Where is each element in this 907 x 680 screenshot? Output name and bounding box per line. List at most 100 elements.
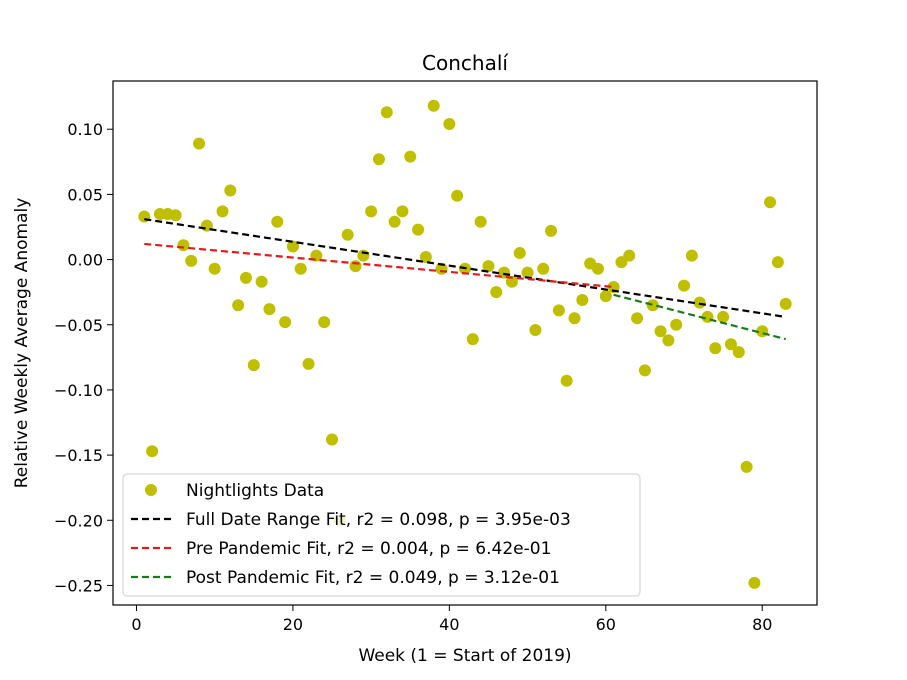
data-point <box>396 205 409 218</box>
full-fit-line <box>144 218 786 319</box>
data-point <box>224 184 237 197</box>
data-point <box>779 297 792 310</box>
data-point <box>748 576 761 589</box>
data-point <box>537 262 550 275</box>
data-point <box>349 260 362 273</box>
data-point <box>169 209 182 222</box>
x-axis-label: Week (1 = Start of 2019) <box>358 646 571 666</box>
y-tick-label: −0.05 <box>54 316 103 335</box>
data-point <box>521 266 534 279</box>
data-point <box>232 299 245 312</box>
data-point <box>724 338 737 351</box>
data-point <box>576 293 589 306</box>
y-tick-label: 0.10 <box>67 120 103 139</box>
data-point <box>466 333 479 346</box>
data-point <box>678 279 691 292</box>
data-point <box>177 239 190 252</box>
data-point <box>341 228 354 241</box>
data-point <box>646 299 659 312</box>
data-point <box>607 280 620 293</box>
data-point <box>294 262 307 275</box>
data-point <box>279 316 292 329</box>
y-tick-label: −0.20 <box>54 511 103 530</box>
data-point <box>490 286 503 299</box>
data-point <box>427 99 440 112</box>
data-point <box>443 118 456 131</box>
legend-marker <box>145 484 157 496</box>
data-point <box>670 318 683 331</box>
data-point <box>505 275 518 288</box>
pre-pandemic-fit-line <box>144 242 614 289</box>
data-point <box>529 323 542 336</box>
legend-box <box>122 473 641 597</box>
data-point <box>451 189 464 202</box>
y-tick-label: 0.05 <box>67 185 103 204</box>
x-tick-label: 20 <box>283 615 303 634</box>
y-tick-label: −0.25 <box>54 576 103 595</box>
data-point <box>545 224 558 237</box>
plot-frame <box>112 80 818 606</box>
legend-entry-label: Full Date Range Fit, r2 = 0.098, p = 3.9… <box>186 510 571 530</box>
data-point <box>412 223 425 236</box>
x-tick-label: 60 <box>596 615 616 634</box>
data-point <box>404 150 417 163</box>
y-axis-label: Relative Weekly Average Anomaly <box>12 198 32 489</box>
data-point <box>193 137 206 150</box>
data-point <box>372 153 385 166</box>
legend-entry-label: Nightlights Data <box>186 481 324 501</box>
y-tick-label: −0.15 <box>54 446 103 465</box>
data-point <box>693 296 706 309</box>
data-point <box>380 106 393 119</box>
data-point <box>623 249 636 262</box>
data-point <box>717 310 730 323</box>
y-axis: 0.10 0.05 0.00 −0.05 −0.10 −0.15 −0.20 −0.25 <box>54 120 113 595</box>
data-point <box>263 303 276 316</box>
data-point <box>764 196 777 209</box>
data-point <box>474 215 487 228</box>
data-point <box>271 215 284 228</box>
post-pandemic-fit-line <box>613 293 786 341</box>
data-point <box>482 260 495 273</box>
plot-area <box>138 99 792 589</box>
data-point <box>302 357 315 370</box>
data-point <box>255 275 268 288</box>
data-point <box>685 249 698 262</box>
data-point <box>513 247 526 260</box>
data-point <box>318 316 331 329</box>
y-tick-label: −0.10 <box>54 381 103 400</box>
data-point <box>216 205 229 218</box>
data-point <box>654 325 667 338</box>
x-tick-label: 80 <box>752 615 772 634</box>
data-point <box>560 374 573 387</box>
data-point <box>771 256 784 269</box>
x-tick-label: 0 <box>131 615 141 634</box>
data-point <box>419 250 432 263</box>
x-axis: 0 20 40 60 80 <box>131 605 772 634</box>
data-point <box>740 460 753 473</box>
data-point <box>631 312 644 325</box>
data-point <box>286 240 299 253</box>
data-point <box>591 262 604 275</box>
data-point <box>599 290 612 303</box>
chart-title: Conchalí <box>422 51 509 75</box>
data-point <box>638 364 651 377</box>
data-point <box>208 262 221 275</box>
data-point <box>185 254 198 267</box>
legend-entry-label: Post Pandemic Fit, r2 = 0.049, p = 3.12e… <box>186 568 560 588</box>
data-point <box>146 445 159 458</box>
legend-entry-label: Pre Pandemic Fit, r2 = 0.004, p = 6.42e-… <box>186 539 551 559</box>
data-point <box>247 359 260 372</box>
legend: Nightlights Data Full Date Range Fit, r2 … <box>122 473 641 597</box>
data-point <box>662 334 675 347</box>
data-point <box>732 346 745 359</box>
data-point <box>709 342 722 355</box>
data-point <box>365 205 378 218</box>
y-tick-label: 0.00 <box>67 251 103 270</box>
x-tick-label: 40 <box>439 615 459 634</box>
data-point <box>326 433 339 446</box>
data-point <box>552 304 565 317</box>
data-point <box>239 271 252 284</box>
data-point <box>388 215 401 228</box>
data-point <box>568 312 581 325</box>
